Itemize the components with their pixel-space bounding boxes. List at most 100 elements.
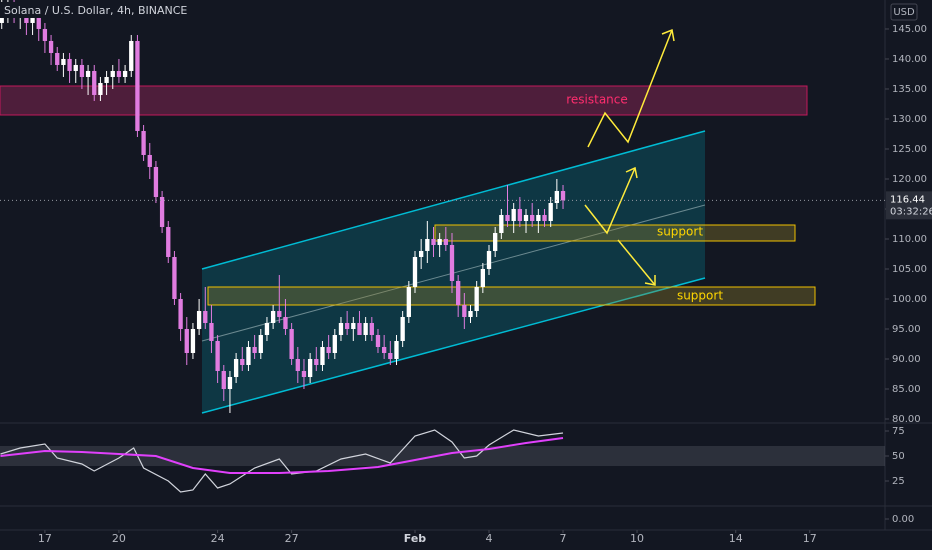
support-zone [434,224,796,242]
candle-body [530,214,535,221]
candle-body [449,244,455,281]
support-label: support [657,225,703,239]
candle-body [36,16,41,29]
pane3-tick-label: 0.00 [892,514,914,525]
candle-body [166,226,171,257]
y-tick-label: 145.00 [892,24,927,35]
y-tick-label: 90.00 [892,354,921,365]
y-tick-label: 100.00 [892,294,927,305]
candle-body [431,238,436,245]
candle-body [61,58,66,65]
candle-body [394,340,399,359]
candle-body [147,154,152,167]
candle-body [153,166,159,197]
last-price: 116.44 [890,194,925,205]
candle-body [400,316,405,341]
candle-body [172,256,177,299]
x-tick-label: 10 [630,532,644,545]
candle-body [523,214,529,221]
resistance-zone [0,85,808,116]
y-tick-label: 140.00 [892,54,927,65]
candle-body [277,310,282,317]
candle-body [412,256,418,287]
arrow-head [661,28,675,42]
candle-body [227,376,233,389]
candle-body [363,322,368,335]
candle-body [406,286,411,317]
channel-upper [201,130,706,270]
candle-body [462,304,467,317]
candle-body [190,328,196,353]
y-tick-label: 125.00 [892,144,927,155]
candle-body [474,286,479,311]
rsi-tick-label: 25 [892,476,905,487]
candle-body [536,214,541,221]
candle-body [85,70,91,77]
candle-body [381,346,387,353]
x-tick-label: 17 [38,532,52,545]
candle-body [55,52,60,65]
candle-body [375,334,381,347]
candle-body [418,250,424,257]
candle-body [129,40,134,71]
arrow [587,29,673,148]
candle-body [289,328,294,359]
resistance-label: resistance [566,93,628,107]
y-tick-label: 95.00 [892,324,921,335]
candle-body [437,238,442,245]
candle-body [264,322,270,335]
candle-body [240,358,245,365]
candle-body [116,70,122,77]
candle-body [73,64,78,71]
title-bg [0,2,178,18]
candle-body [480,268,485,287]
arrow [584,167,636,235]
candle-body [92,70,97,95]
x-tick-label: 17 [803,532,817,545]
channel-lower [201,277,706,414]
candle-body [30,16,35,23]
candle-body [48,40,54,53]
rsi-tick-label: 75 [892,426,905,437]
candle-body [295,358,300,371]
candle-body [196,310,202,329]
candle-body [357,322,362,335]
x-tick-label: 4 [486,532,493,545]
candle-body [135,40,140,131]
candle-body [252,346,257,353]
candle-body [307,358,313,377]
candle-body [542,214,547,221]
candle-body [258,334,263,353]
currency-box [890,3,918,21]
candle-body [425,238,430,251]
candle-body [505,214,510,221]
candle-body [283,316,288,329]
candle-body [98,82,103,95]
support-zone [207,286,816,306]
plot-area [0,0,566,413]
candle-body [351,322,356,329]
candle-body [314,358,319,365]
price-label-bg [886,191,932,220]
arrows [584,28,675,286]
candle-body [203,310,208,323]
candle-body [184,328,189,353]
y-tick-label: 120.00 [892,174,927,185]
rsi-tick-label: 50 [892,451,905,462]
y-tick-label: 135.00 [892,84,927,95]
candle-body [388,352,393,359]
candle-body [159,196,165,227]
candle-body [338,322,344,335]
x-tick-label: 7 [560,532,567,545]
rsi-line [0,437,564,474]
y-tick-label: 85.00 [892,384,921,395]
candle-body [326,346,331,353]
x-tick-label: 24 [211,532,225,545]
candle-body [221,370,226,389]
x-tick-label: 20 [112,532,126,545]
candle-body [554,190,560,203]
countdown: 03:32:26 [890,206,932,217]
candle-body [332,334,337,353]
candle-body [233,358,239,377]
